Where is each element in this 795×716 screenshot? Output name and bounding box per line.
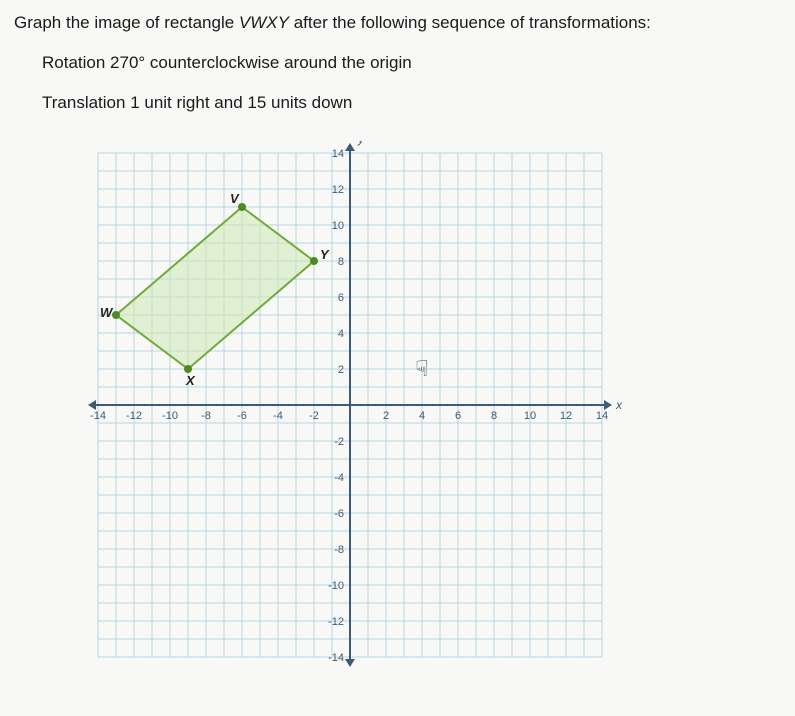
svg-text:W: W — [100, 305, 114, 320]
problem-statement: Graph the image of rectangle VWXY after … — [14, 10, 781, 36]
svg-text:14: 14 — [332, 148, 344, 160]
graph-svg[interactable]: -14 -12 -10 -8 -6 -4 -2 2 4 6 8 10 12 14 -14 -12 -10 -8 -6… — [64, 141, 624, 681]
svg-text:-6: -6 — [334, 508, 344, 520]
svg-text:2: 2 — [338, 364, 344, 376]
svg-text:-6: -6 — [237, 410, 247, 422]
svg-text:-2: -2 — [334, 436, 344, 448]
svg-text:-14: -14 — [328, 652, 344, 664]
svg-text:12: 12 — [560, 410, 572, 422]
svg-text:-8: -8 — [201, 410, 211, 422]
svg-text:Y: Y — [320, 247, 330, 262]
svg-text:14: 14 — [596, 410, 608, 422]
svg-text:-2: -2 — [309, 410, 319, 422]
svg-text:10: 10 — [332, 220, 344, 232]
svg-text:6: 6 — [455, 410, 461, 422]
svg-text:4: 4 — [338, 328, 344, 340]
shape-name: VWXY — [239, 13, 289, 32]
svg-text:-12: -12 — [328, 616, 344, 628]
coordinate-graph[interactable]: -14 -12 -10 -8 -6 -4 -2 2 4 6 8 10 12 14 -14 -12 -10 -8 -6… — [64, 141, 664, 701]
svg-text:8: 8 — [338, 256, 344, 268]
problem-suffix: after the following sequence of transfor… — [289, 13, 651, 32]
svg-text:y: y — [357, 141, 365, 146]
problem-prefix: Graph the image of rectangle — [14, 13, 239, 32]
svg-text:6: 6 — [338, 292, 344, 304]
svg-text:8: 8 — [491, 410, 497, 422]
transformation-step-2: Translation 1 unit right and 15 units do… — [42, 90, 781, 116]
svg-text:X: X — [185, 373, 196, 388]
svg-text:x: x — [615, 398, 623, 412]
svg-text:10: 10 — [524, 410, 536, 422]
svg-text:-4: -4 — [334, 472, 344, 484]
svg-text:-12: -12 — [126, 410, 142, 422]
transformation-step-1: Rotation 270° counterclockwise around th… — [42, 50, 781, 76]
svg-text:12: 12 — [332, 184, 344, 196]
svg-text:V: V — [230, 191, 240, 206]
svg-text:-14: -14 — [90, 410, 106, 422]
svg-text:-4: -4 — [273, 410, 283, 422]
svg-text:-10: -10 — [328, 580, 344, 592]
svg-text:4: 4 — [419, 410, 425, 422]
svg-text:2: 2 — [383, 410, 389, 422]
svg-text:-8: -8 — [334, 544, 344, 556]
svg-text:-10: -10 — [162, 410, 178, 422]
